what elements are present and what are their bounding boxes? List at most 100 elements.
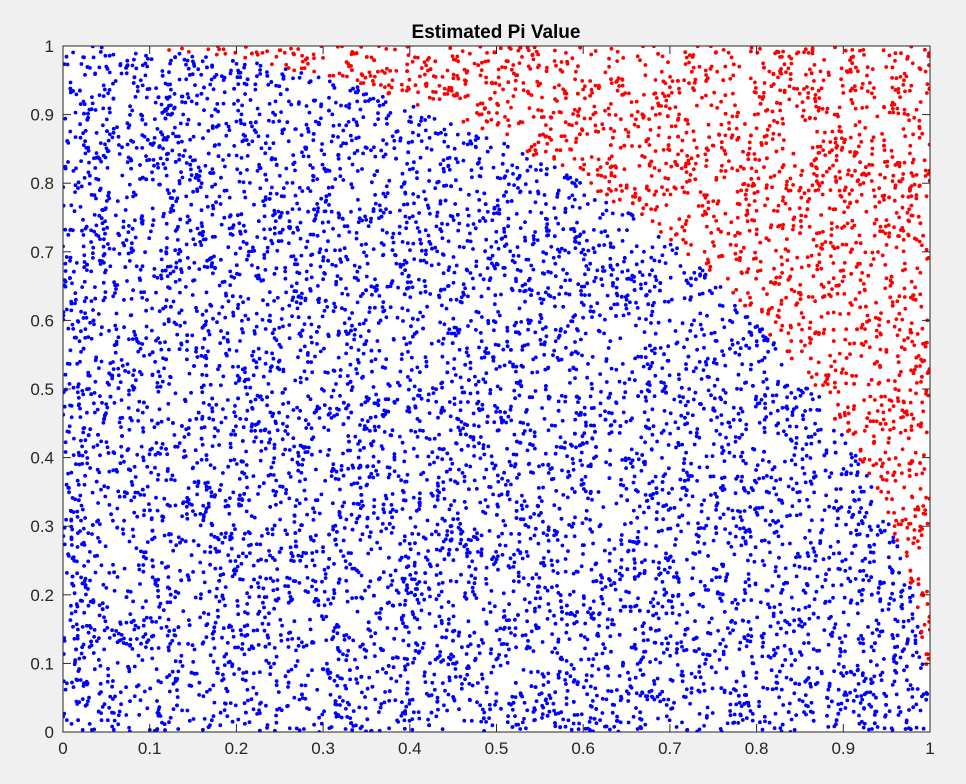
inside-point (305, 512, 309, 517)
inside-point (211, 636, 216, 641)
inside-point (166, 575, 171, 579)
inside-point (563, 394, 568, 399)
inside-point (607, 607, 612, 612)
outside-point (813, 116, 818, 121)
inside-point (757, 476, 761, 481)
inside-point (116, 489, 121, 494)
outside-point (612, 174, 617, 179)
outside-point (902, 347, 907, 352)
inside-point (154, 290, 158, 295)
inside-point (473, 576, 477, 581)
outside-point (719, 169, 723, 173)
inside-point (763, 401, 767, 406)
inside-point (520, 556, 525, 561)
inside-point (536, 291, 541, 296)
inside-point (715, 377, 720, 382)
inside-point (656, 601, 660, 606)
outside-point (788, 77, 793, 82)
inside-point (794, 441, 799, 446)
inside-point (415, 170, 419, 175)
inside-point (201, 401, 206, 405)
inside-point (485, 266, 490, 270)
inside-point (518, 269, 523, 273)
inside-point (784, 675, 789, 680)
inside-point (121, 641, 126, 645)
inside-point (242, 65, 247, 70)
inside-point (85, 623, 89, 628)
inside-point (77, 339, 82, 344)
outside-point (858, 182, 862, 187)
inside-point (546, 671, 551, 676)
inside-point (428, 292, 433, 296)
inside-point (184, 504, 189, 509)
outside-point (615, 88, 620, 93)
inside-point (88, 427, 93, 432)
inside-point (529, 670, 533, 675)
inside-point (434, 714, 439, 719)
outside-point (660, 54, 665, 59)
inside-point (827, 504, 832, 509)
inside-point (89, 228, 93, 233)
inside-point (477, 651, 482, 656)
inside-point (409, 355, 414, 360)
inside-point (267, 146, 272, 151)
outside-point (814, 104, 818, 109)
inside-point (474, 382, 478, 387)
inside-point (588, 716, 593, 720)
inside-point (177, 441, 182, 445)
inside-point (373, 428, 378, 433)
outside-point (802, 191, 807, 196)
inside-point (746, 558, 750, 563)
inside-point (155, 421, 160, 426)
inside-point (435, 563, 440, 568)
inside-point (192, 260, 197, 265)
inside-point (564, 659, 569, 663)
inside-point (79, 350, 83, 354)
outside-point (846, 411, 851, 416)
inside-point (369, 634, 373, 639)
inside-point (792, 453, 797, 457)
inside-point (475, 531, 479, 536)
inside-point (731, 628, 735, 633)
inside-point (319, 116, 323, 121)
inside-point (617, 674, 622, 678)
inside-point (63, 62, 67, 66)
outside-point (927, 627, 930, 632)
outside-point (840, 367, 845, 372)
outside-point (840, 83, 845, 88)
inside-point (598, 372, 603, 376)
outside-point (883, 286, 888, 291)
inside-point (729, 620, 733, 624)
inside-point (878, 582, 883, 586)
inside-point (153, 360, 158, 364)
outside-point (877, 317, 882, 322)
inside-point (241, 671, 246, 675)
outside-point (864, 339, 868, 344)
inside-point (350, 138, 354, 143)
inside-point (569, 727, 574, 732)
inside-point (86, 373, 91, 378)
inside-point (100, 601, 105, 606)
inside-point (710, 291, 714, 296)
inside-point (256, 346, 261, 351)
outside-point (810, 48, 815, 53)
outside-point (337, 71, 342, 76)
inside-point (222, 663, 227, 667)
outside-point (864, 105, 869, 109)
outside-point (914, 472, 919, 477)
inside-point (453, 202, 458, 206)
inside-point (749, 634, 754, 639)
inside-point (316, 75, 321, 80)
inside-point (182, 435, 187, 439)
inside-point (904, 720, 909, 725)
inside-point (733, 621, 738, 625)
inside-point (517, 540, 522, 544)
outside-point (518, 46, 523, 50)
inside-point (415, 435, 420, 439)
inside-point (320, 614, 324, 619)
inside-point (278, 617, 283, 622)
inside-point (232, 144, 237, 148)
outside-point (683, 62, 688, 66)
outside-point (576, 64, 580, 69)
inside-point (188, 418, 192, 423)
